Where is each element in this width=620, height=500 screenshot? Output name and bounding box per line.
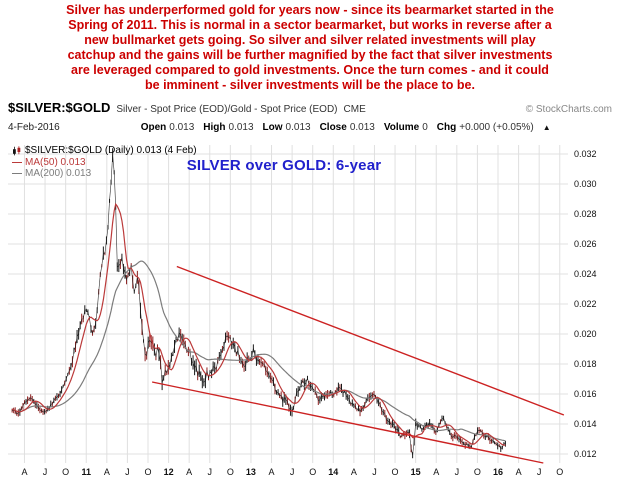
ma200-line-swatch-icon: —	[12, 168, 22, 179]
svg-text:0.016: 0.016	[574, 389, 597, 399]
legend-ma200-row: — MA(200) 0.013	[12, 168, 197, 180]
quote-low: Low 0.013	[263, 122, 311, 133]
svg-text:0.032: 0.032	[574, 149, 597, 159]
quote-date: 4-Feb-2016	[8, 122, 60, 133]
svg-text:O: O	[62, 467, 69, 477]
svg-text:J: J	[43, 467, 48, 477]
svg-text:0.030: 0.030	[574, 179, 597, 189]
ma50-line-swatch-icon: —	[12, 156, 22, 168]
commentary-line: Spring of 2011. This is normal in a sect…	[68, 18, 552, 32]
quote-change-label: Chg	[436, 122, 457, 133]
svg-text:0.028: 0.028	[574, 209, 597, 219]
legend-ma50-row: — MA(50) 0.013	[12, 157, 197, 169]
legend-main-label: $SILVER:$GOLD (Daily) 0.013 (4 Feb)	[25, 145, 197, 156]
svg-text:J: J	[208, 467, 213, 477]
quote-close-value: 0.013	[349, 122, 375, 133]
quote-open-value: 0.013	[169, 122, 195, 133]
svg-text:14: 14	[328, 467, 338, 477]
ticker-symbol: $SILVER:$GOLD	[8, 100, 111, 115]
commentary-paragraph: Silver has underperformed gold for years…	[4, 3, 616, 93]
svg-text:A: A	[433, 467, 439, 477]
svg-text:0.012: 0.012	[574, 449, 597, 459]
chart-header: $SILVER:$GOLD Silver - Spot Price (EOD)/…	[8, 100, 612, 115]
exchange-label: CME	[343, 104, 366, 115]
commentary-line: Silver has underperformed gold for years…	[66, 3, 554, 17]
svg-text:16: 16	[493, 467, 503, 477]
svg-text:0.024: 0.024	[574, 269, 597, 279]
legend-main-row: $SILVER:$GOLD (Daily) 0.013 (4 Feb)	[12, 145, 197, 157]
svg-text:J: J	[455, 467, 460, 477]
svg-text:12: 12	[164, 467, 174, 477]
quote-open-label: Open	[140, 122, 167, 133]
quote-high-value: 0.013	[228, 122, 254, 133]
quote-close: Close 0.013	[320, 122, 375, 133]
quote-open: Open 0.013	[141, 122, 195, 133]
commentary-line: new bullmarket gets going. So silver and…	[84, 33, 536, 47]
svg-text:15: 15	[411, 467, 421, 477]
svg-text:11: 11	[81, 467, 91, 477]
svg-text:0.020: 0.020	[574, 329, 597, 339]
chart-annotation-title: SILVER over GOLD: 6-year	[186, 157, 382, 174]
svg-text:A: A	[186, 467, 192, 477]
quote-change: Chg +0.000 (+0.05%)	[437, 122, 534, 133]
candlestick-icon	[12, 145, 22, 156]
quote-high-label: High	[203, 122, 226, 133]
commentary-line: are leveraged compared to gold investmen…	[71, 63, 549, 77]
legend-ma50-label: MA(50) 0.013	[25, 156, 86, 168]
svg-text:O: O	[474, 467, 481, 477]
commentary-line: catchup and the gains will be further ma…	[67, 48, 553, 62]
legend-ma200-label: MA(200) 0.013	[25, 168, 92, 179]
svg-text:0.026: 0.026	[574, 239, 597, 249]
svg-text:A: A	[21, 467, 27, 477]
quote-change-value: +0.000 (+0.05%)	[459, 122, 534, 133]
svg-text:A: A	[351, 467, 357, 477]
quote-volume-label: Volume	[383, 122, 420, 133]
svg-text:O: O	[392, 467, 399, 477]
copyright-text: © StockCharts.com	[525, 104, 612, 115]
quote-low-value: 0.013	[285, 122, 311, 133]
svg-text:0.022: 0.022	[574, 299, 597, 309]
chart-legend: $SILVER:$GOLD (Daily) 0.013 (4 Feb) — MA…	[12, 145, 197, 180]
svg-text:J: J	[125, 467, 130, 477]
ticker-description: Silver - Spot Price (EOD)/Gold - Spot Pr…	[116, 104, 338, 115]
svg-text:0.014: 0.014	[574, 419, 597, 429]
svg-text:A: A	[104, 467, 110, 477]
price-chart-svg: 0.012 0.014 0.016 0.018 0.020 0.022 0.024 0.026…	[8, 145, 597, 477]
svg-text:13: 13	[246, 467, 256, 477]
quote-volume: Volume 0	[384, 122, 428, 133]
quote-row: 4-Feb-2016 Open 0.013 High 0.013 Low 0.013 …	[8, 122, 614, 133]
svg-text:0.018: 0.018	[574, 359, 597, 369]
commentary-line: be imminent - silver investments will be…	[145, 78, 475, 92]
quote-volume-value: 0	[422, 122, 428, 133]
quote-high: High 0.013	[203, 122, 253, 133]
quote-low-label: Low	[262, 122, 283, 133]
svg-text:O: O	[144, 467, 151, 477]
svg-text:O: O	[227, 467, 234, 477]
chart-area: 0.012 0.014 0.016 0.018 0.020 0.022 0.024 0.026…	[0, 138, 620, 490]
svg-text:J: J	[372, 467, 377, 477]
svg-text:A: A	[516, 467, 522, 477]
svg-text:O: O	[309, 467, 316, 477]
svg-text:J: J	[537, 467, 542, 477]
change-up-arrow-icon: ▲	[542, 123, 551, 132]
svg-text:O: O	[556, 467, 563, 477]
quote-close-label: Close	[319, 122, 347, 133]
svg-text:J: J	[290, 467, 295, 477]
svg-text:A: A	[269, 467, 275, 477]
